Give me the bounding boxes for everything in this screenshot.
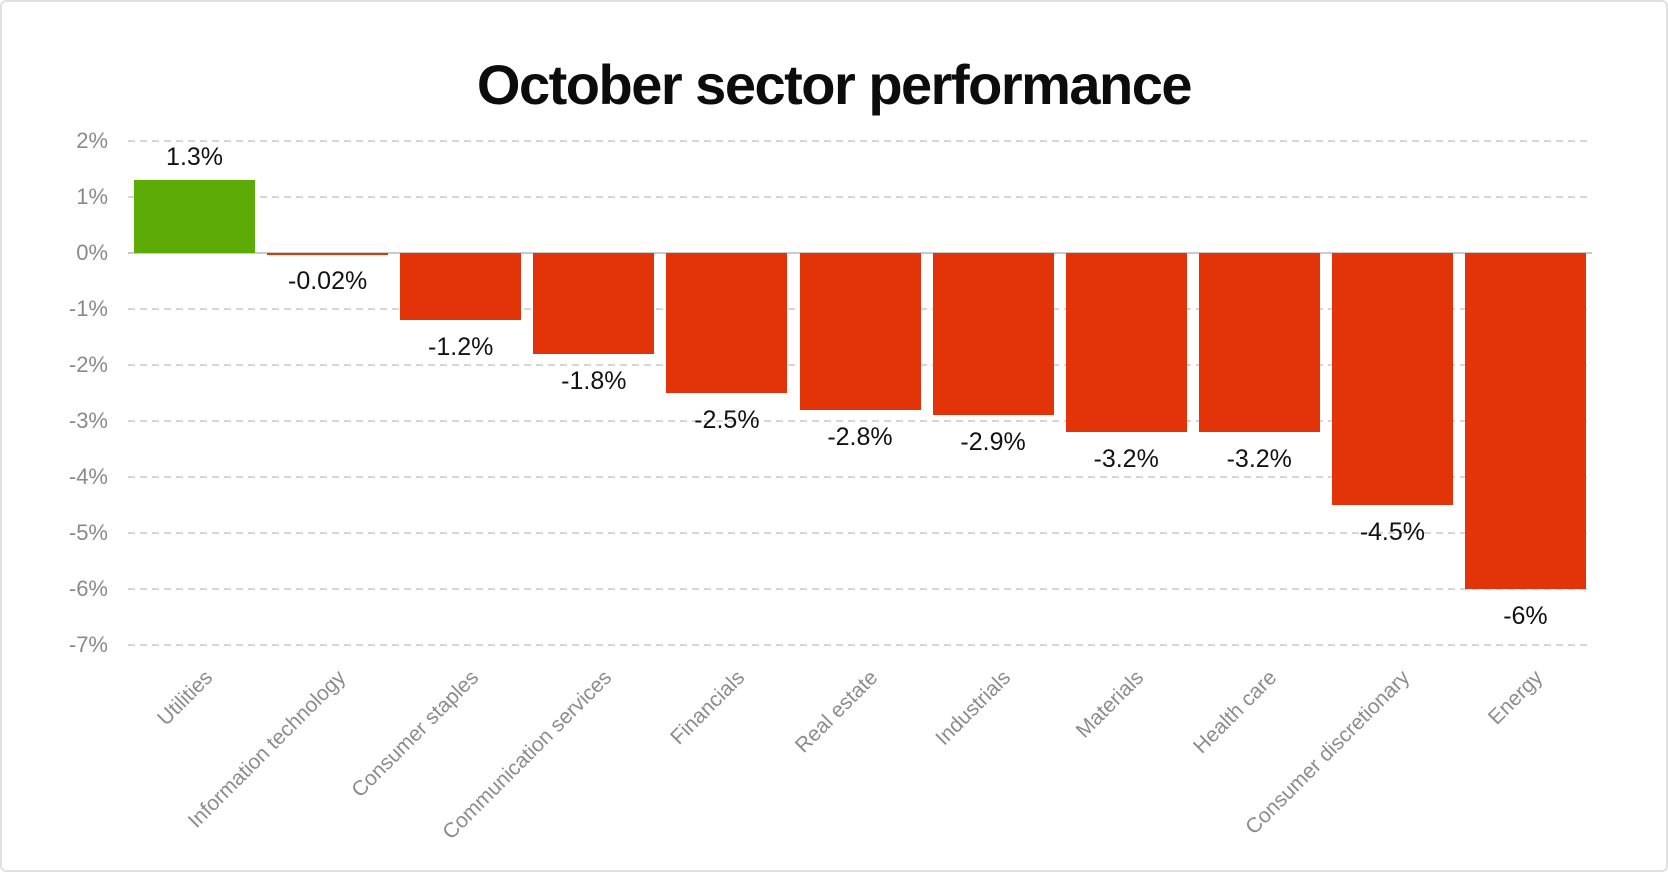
bar-value-label: -2.5% <box>694 406 760 434</box>
bar-value-label: -2.8% <box>827 422 893 451</box>
bar-value-label: -0.02% <box>288 267 368 296</box>
bar <box>533 253 655 354</box>
y-axis-tick-label: -2% <box>68 352 108 377</box>
y-axis-tick-label: -4% <box>68 464 108 489</box>
bar <box>400 253 522 321</box>
bar-value-label: -6% <box>1503 602 1548 630</box>
gridline <box>128 644 1592 646</box>
bar <box>134 180 256 253</box>
bar <box>1331 253 1453 505</box>
bar-value-label: -1.8% <box>561 366 627 395</box>
bar-value-label: -2.9% <box>960 428 1026 457</box>
y-axis-tick-label: -6% <box>68 576 108 601</box>
gridline <box>128 140 1592 142</box>
bar-value-label: 1.3% <box>166 143 224 172</box>
bar <box>267 253 389 255</box>
bar <box>799 253 921 410</box>
gridline <box>128 476 1592 478</box>
bar <box>932 253 1054 416</box>
y-axis-tick-label: -3% <box>68 408 108 433</box>
y-axis-tick-label: -1% <box>68 296 108 321</box>
bar-value-label: -3.2% <box>1226 445 1292 474</box>
x-axis-label: Energy <box>1484 666 1548 730</box>
bar <box>666 253 788 393</box>
bar <box>1198 253 1320 433</box>
y-axis-tick-label: -5% <box>68 520 108 545</box>
bar-value-label: -4.5% <box>1359 518 1425 546</box>
bar-value-label: -3.2% <box>1093 445 1159 474</box>
gridline <box>128 196 1592 198</box>
bar-value-label: -1.2% <box>428 333 494 362</box>
bar <box>1065 253 1187 433</box>
y-axis-tick-label: 0% <box>76 240 108 265</box>
y-axis-tick-label: 2% <box>76 128 108 153</box>
gridline <box>128 532 1592 534</box>
y-axis-tick-label: 1% <box>76 184 108 209</box>
bar <box>1464 253 1586 589</box>
gridline <box>128 420 1592 422</box>
y-axis-tick-label: -7% <box>68 632 108 657</box>
gridline <box>128 588 1592 590</box>
chart-title: October sector performance <box>476 53 1193 116</box>
